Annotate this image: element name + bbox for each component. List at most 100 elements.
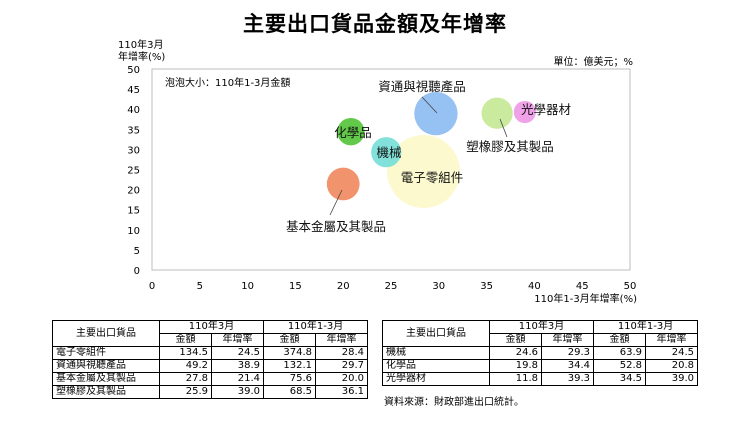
unit-label: 單位：億美元；% bbox=[553, 55, 633, 68]
bubble-label: 化學品 bbox=[334, 125, 372, 140]
bubble-label: 電子零組件 bbox=[401, 170, 464, 185]
x-tick-label: 45 bbox=[576, 281, 589, 292]
table-col-growth: 年增率 bbox=[540, 333, 595, 347]
bubble-point bbox=[337, 118, 365, 146]
y-tick-label: 15 bbox=[127, 206, 140, 217]
item-name-cell: 資通與視聽產品 bbox=[52, 359, 160, 373]
table-row: 光學器材 11.8 39.3 34.5 39.0 bbox=[382, 372, 699, 386]
quarter-amount-cell: 34.5 bbox=[593, 372, 647, 386]
table-col-growth: 年增率 bbox=[645, 333, 699, 347]
table-row: 塑橡膠及其製品 25.9 39.0 68.5 36.1 bbox=[52, 385, 369, 399]
leader-line bbox=[499, 118, 508, 138]
month-amount-cell: 19.8 bbox=[489, 359, 542, 373]
y-axis-title-line1: 110年3月 bbox=[118, 38, 163, 51]
table-head-quarter: 110年1-3月 bbox=[593, 320, 699, 334]
month-growth-cell: 34.4 bbox=[540, 359, 595, 373]
table-row: 基本金屬及其製品 27.8 21.4 75.6 20.0 bbox=[52, 372, 369, 386]
month-growth-cell: 39.3 bbox=[540, 372, 595, 386]
y-tick-label: 50 bbox=[127, 65, 140, 76]
leader-line bbox=[421, 96, 438, 114]
bubble-chart: 110年3月 年增率(%) 單位：億美元；% 泡泡大小：110年1-3月金額 1… bbox=[118, 38, 637, 305]
plot-frame bbox=[151, 68, 631, 271]
quarter-growth-cell: 39.0 bbox=[645, 372, 699, 386]
x-tick-label: 20 bbox=[337, 281, 350, 292]
source-note: 資料來源：財政部進出口統計。 bbox=[384, 397, 524, 408]
bubble-point bbox=[513, 100, 536, 124]
item-name-cell: 塑橡膠及其製品 bbox=[52, 385, 160, 399]
table-row: 電子零組件 134.5 24.5 374.8 28.4 bbox=[52, 346, 369, 360]
table-row: 機械 24.6 29.3 63.9 24.5 bbox=[382, 346, 699, 360]
quarter-growth-cell: 36.1 bbox=[315, 385, 369, 399]
quarter-growth-cell: 20.0 bbox=[315, 372, 369, 386]
bubble-point bbox=[326, 167, 360, 201]
x-tick-label: 10 bbox=[241, 281, 254, 292]
y-tick-label: 30 bbox=[127, 145, 140, 156]
item-name-cell: 光學器材 bbox=[382, 372, 490, 386]
y-tick-label: 5 bbox=[134, 246, 140, 257]
page-title: 主要出口貨品金額及年增率 bbox=[243, 12, 507, 36]
x-tick-label: 50 bbox=[624, 281, 637, 292]
month-amount-cell: 25.9 bbox=[159, 385, 212, 399]
month-amount-cell: 49.2 bbox=[159, 359, 212, 373]
leader-line bbox=[329, 189, 343, 216]
quarter-amount-cell: 132.1 bbox=[263, 359, 317, 373]
table-row: 化學品 19.8 34.4 52.8 20.8 bbox=[382, 359, 699, 373]
table-col-growth: 年增率 bbox=[315, 333, 369, 347]
month-growth-cell: 38.9 bbox=[210, 359, 265, 373]
table-head-item: 主要出口貨品 bbox=[52, 320, 160, 347]
export-table-right: 主要出口貨品 110年3月 110年1-3月 金額 年增率 金額 年增率 機械 2… bbox=[382, 320, 699, 386]
y-tick-label: 25 bbox=[127, 166, 140, 177]
quarter-growth-cell: 24.5 bbox=[645, 346, 699, 360]
month-amount-cell: 11.8 bbox=[489, 372, 542, 386]
item-name-cell: 機械 bbox=[382, 346, 490, 360]
x-tick-label: 25 bbox=[385, 281, 398, 292]
table-row: 資通與視聽產品 49.2 38.9 132.1 29.7 bbox=[52, 359, 369, 373]
y-tick-label: 45 bbox=[127, 85, 140, 96]
y-tick-label: 35 bbox=[127, 125, 140, 136]
quarter-growth-cell: 28.4 bbox=[315, 346, 369, 360]
table-head-item: 主要出口貨品 bbox=[382, 320, 490, 347]
table-head-month: 110年3月 bbox=[488, 320, 595, 334]
bubble-point bbox=[387, 135, 461, 209]
x-tick-label: 40 bbox=[528, 281, 541, 292]
quarter-amount-cell: 68.5 bbox=[263, 385, 317, 399]
table-col-amount: 金額 bbox=[489, 333, 542, 347]
table-head-month: 110年3月 bbox=[158, 320, 265, 334]
bubble-point bbox=[481, 97, 513, 129]
bubble-label: 基本金屬及其製品 bbox=[286, 219, 386, 234]
quarter-growth-cell: 29.7 bbox=[315, 359, 369, 373]
table-col-amount: 金額 bbox=[159, 333, 212, 347]
table-col-growth: 年增率 bbox=[210, 333, 265, 347]
bubble-point bbox=[371, 137, 402, 168]
month-amount-cell: 24.6 bbox=[489, 346, 542, 360]
bubble-label: 機械 bbox=[376, 145, 402, 160]
y-axis-title-line2: 年增率(%) bbox=[118, 50, 165, 63]
x-tick-label: 30 bbox=[432, 281, 445, 292]
month-amount-cell: 27.8 bbox=[159, 372, 212, 386]
quarter-amount-cell: 75.6 bbox=[263, 372, 317, 386]
x-axis-title: 110年1-3月年增率(%) bbox=[534, 292, 637, 305]
x-tick-label: 35 bbox=[480, 281, 493, 292]
month-growth-cell: 21.4 bbox=[210, 372, 265, 386]
quarter-amount-cell: 52.8 bbox=[593, 359, 647, 373]
table-col-amount: 金額 bbox=[593, 333, 647, 347]
y-tick-label: 0 bbox=[134, 266, 140, 277]
bubble-label: 資通與視聽產品 bbox=[378, 79, 466, 94]
table-head-quarter: 110年1-3月 bbox=[263, 320, 369, 334]
item-name-cell: 化學品 bbox=[382, 359, 490, 373]
item-name-cell: 電子零組件 bbox=[52, 346, 160, 360]
month-amount-cell: 134.5 bbox=[159, 346, 212, 360]
quarter-amount-cell: 63.9 bbox=[593, 346, 647, 360]
bubble-label: 塑橡膠及其製品 bbox=[466, 139, 554, 154]
bubble-label: 光學器材 bbox=[521, 102, 571, 117]
table-col-amount: 金額 bbox=[263, 333, 317, 347]
x-tick-label: 15 bbox=[289, 281, 302, 292]
bubble-point bbox=[414, 91, 458, 136]
month-growth-cell: 24.5 bbox=[210, 346, 265, 360]
month-growth-cell: 29.3 bbox=[540, 346, 595, 360]
item-name-cell: 基本金屬及其製品 bbox=[52, 372, 160, 386]
y-tick-label: 40 bbox=[127, 105, 140, 116]
bubble-size-note: 泡泡大小：110年1-3月金額 bbox=[165, 76, 290, 89]
x-tick-label: 5 bbox=[197, 281, 203, 292]
x-tick-label: 0 bbox=[149, 281, 155, 292]
